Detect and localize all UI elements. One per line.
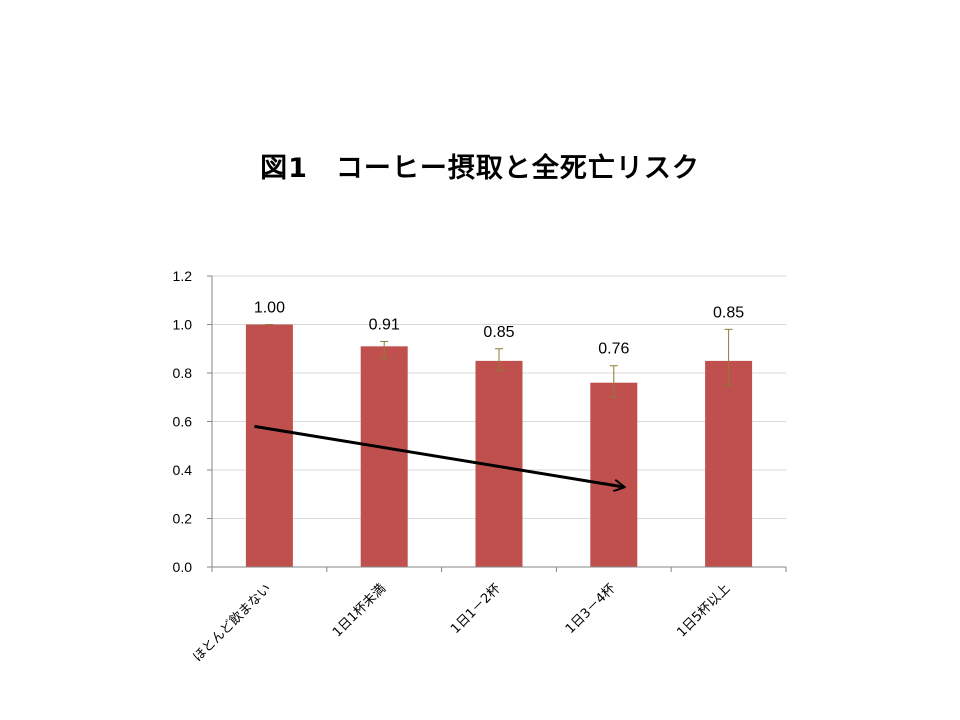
y-tick-label: 0.4: [173, 462, 193, 478]
y-axis-ticks: 0.0 0.2 0.4 0.6 0.8 1.0 1.2: [173, 268, 212, 575]
bars: [245, 324, 753, 567]
x-tick-label: ほとんど飲まない: [190, 581, 275, 666]
x-tick-label: 1日1－2杯: [448, 581, 504, 637]
data-label: 0.76: [598, 341, 629, 358]
data-label: 0.85: [483, 324, 514, 341]
error-bars: [265, 324, 733, 398]
y-tick-label: 1.0: [173, 317, 193, 333]
y-tick-label: 0.0: [173, 559, 193, 575]
data-labels: 1.00 0.91 0.85 0.76 0.85: [254, 300, 744, 358]
data-label: 0.91: [369, 316, 400, 333]
y-tick-label: 0.8: [173, 365, 193, 381]
chart-title: 図1 コーヒー摂取と全死亡リスク: [260, 153, 700, 184]
bar: [590, 382, 638, 567]
y-tick-label: 1.2: [173, 268, 193, 284]
data-label: 1.00: [254, 300, 285, 317]
x-tick-label: 1日5杯以上: [674, 581, 733, 640]
y-tick-label: 0.6: [173, 414, 193, 430]
bar: [245, 324, 293, 567]
x-tick-label: 1日1杯未満: [330, 581, 389, 640]
category-labels: ほとんど飲まない 1日1杯未満 1日1－2杯 1日3－4杯 1日5杯以上: [190, 581, 734, 666]
trend-arrow: [254, 424, 623, 487]
trend-arrow-group: [254, 424, 623, 487]
bar: [360, 346, 408, 567]
bar: [705, 360, 753, 567]
data-label: 0.85: [713, 304, 744, 321]
axes: [211, 276, 787, 572]
y-tick-label: 0.2: [173, 511, 193, 527]
x-tick-label: 1日3－4杯: [563, 581, 619, 637]
